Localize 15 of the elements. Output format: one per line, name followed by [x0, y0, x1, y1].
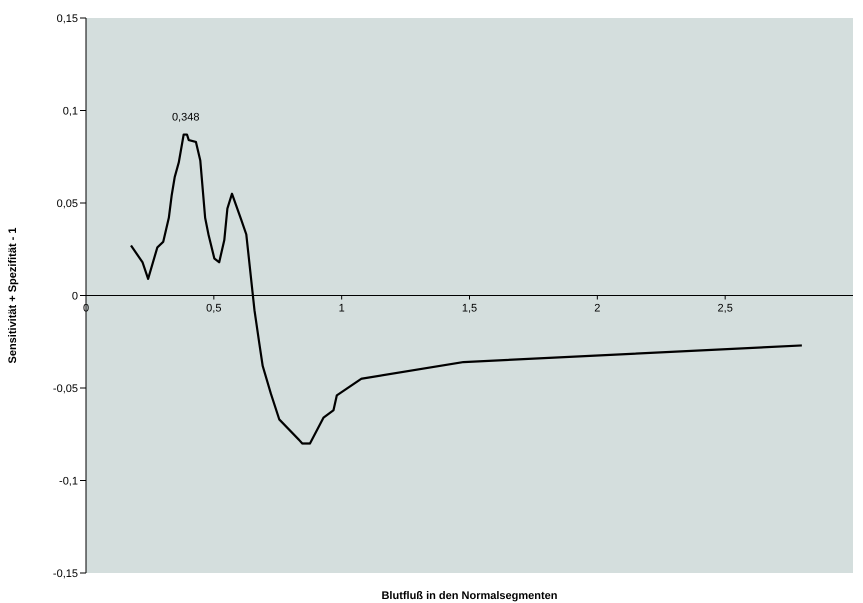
y-tick-label: 0,15	[56, 12, 78, 25]
y-tick-label: 0	[72, 290, 78, 302]
annotation: 0,348	[172, 112, 200, 124]
y-tick-label: 0,1	[62, 105, 78, 118]
x-tick-label: 1,5	[462, 302, 478, 314]
y-tick-label: -0,1	[59, 475, 78, 488]
y-axis-title: Sensitivität + Spezifität - 1	[6, 227, 19, 364]
x-tick-label: 1	[338, 302, 345, 314]
x-tick-label: 2	[594, 302, 600, 314]
x-tick-label: 2,5	[718, 302, 733, 314]
y-tick-label: 0,05	[56, 198, 78, 210]
x-axis-title: Blutfluß in den Normalsegmenten	[381, 590, 558, 602]
x-tick-label: 0,5	[206, 302, 222, 314]
y-tick-label: -0,15	[52, 568, 78, 580]
y-tick-label: -0,05	[52, 382, 78, 395]
